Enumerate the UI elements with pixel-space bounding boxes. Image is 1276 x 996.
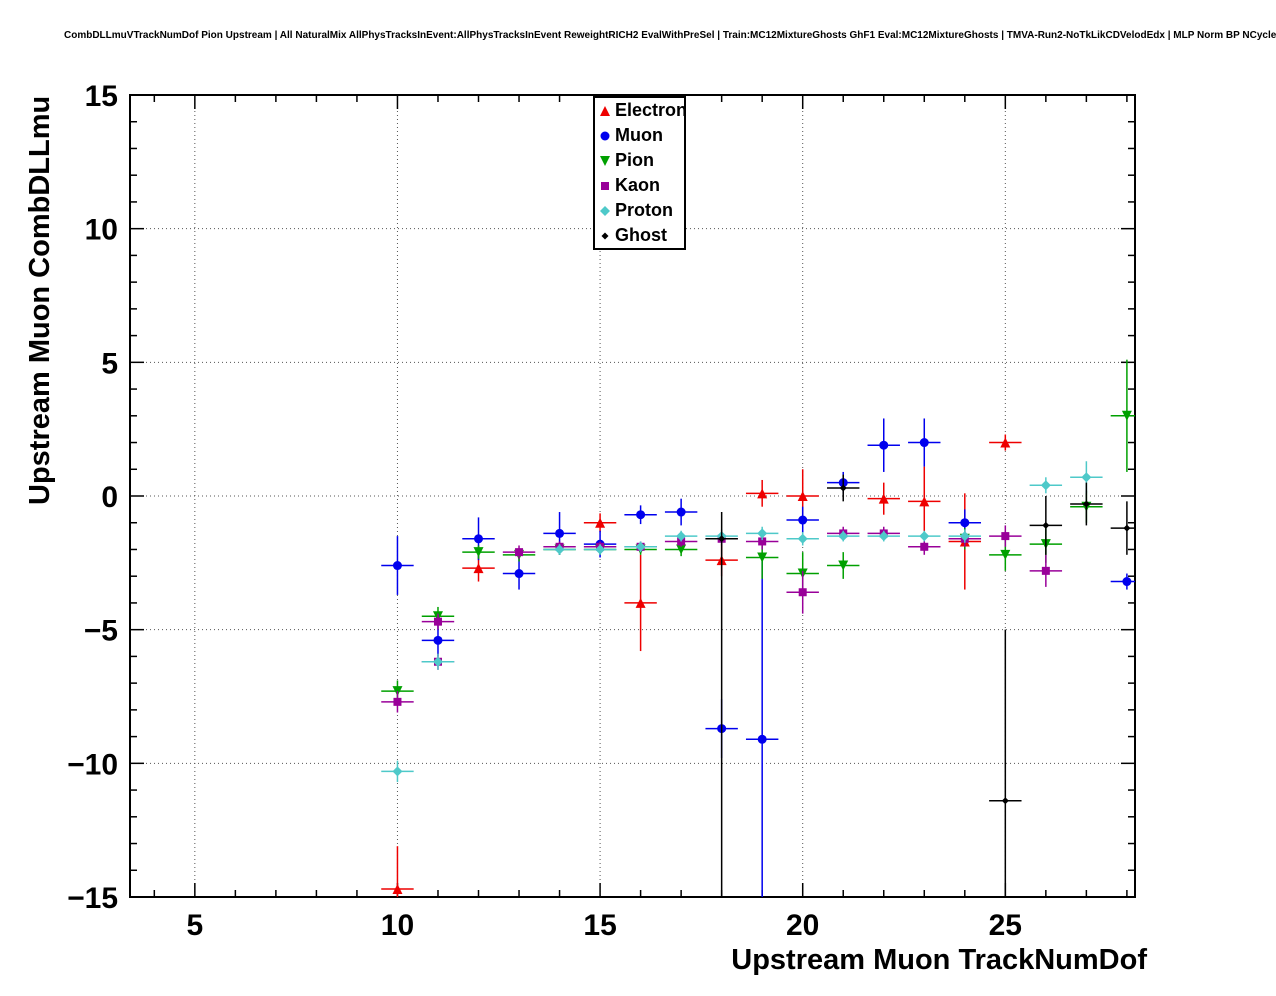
x-tick-label: 15 [583, 909, 616, 942]
x-tick-label: 20 [786, 909, 819, 942]
y-tick-label: −15 [67, 882, 118, 915]
y-tick-label: 0 [101, 481, 118, 514]
series-proton [381, 461, 1103, 783]
y-tick-label: −10 [67, 748, 118, 781]
legend-label: Kaon [615, 175, 660, 195]
legend: Electron Muon Pion Kaon Proton Ghost [593, 96, 688, 250]
legend-entry-electron: Electron [595, 98, 688, 123]
y-tick-label: 15 [85, 80, 118, 113]
data-points [381, 359, 1135, 897]
legend-entry-proton: Proton [595, 198, 684, 223]
x-tick-label: 25 [989, 909, 1022, 942]
legend-entry-muon: Muon [595, 123, 684, 148]
y-tick-label: −5 [84, 615, 118, 648]
x-tick-label: 10 [381, 909, 414, 942]
legend-label: Electron [615, 100, 688, 120]
plot-title: CombDLLmuVTrackNumDof Pion Upstream | Al… [64, 30, 1276, 41]
legend-entry-pion: Pion [595, 148, 684, 173]
kaon-marker-icon [601, 181, 609, 190]
legend-entry-ghost: Ghost [595, 223, 684, 248]
x-tick-label: 5 [186, 909, 203, 942]
y-tick-label: 5 [101, 347, 118, 380]
legend-entry-kaon: Kaon [595, 173, 684, 198]
electron-marker-icon [600, 105, 610, 116]
proton-marker-icon [600, 205, 610, 216]
pion-marker-icon [600, 155, 610, 166]
y-tick-label: 10 [85, 214, 118, 247]
muon-marker-icon [600, 131, 610, 140]
y-axis-title: Upstream Muon CombDLLmu [24, 95, 56, 505]
legend-label: Proton [615, 200, 673, 220]
ghost-marker-icon [601, 232, 609, 239]
legend-label: Pion [615, 150, 654, 170]
legend-label: Ghost [615, 225, 667, 245]
axis-ticks [130, 94, 1135, 898]
legend-label: Muon [615, 125, 663, 145]
series-electron [381, 434, 1022, 897]
x-axis-title: Upstream Muon TrackNumDof [731, 944, 1147, 976]
tick-labels: 5 10 15 20 25 −15 −10 −5 0 5 10 15 [67, 80, 1022, 942]
series-ghost [705, 474, 1135, 897]
